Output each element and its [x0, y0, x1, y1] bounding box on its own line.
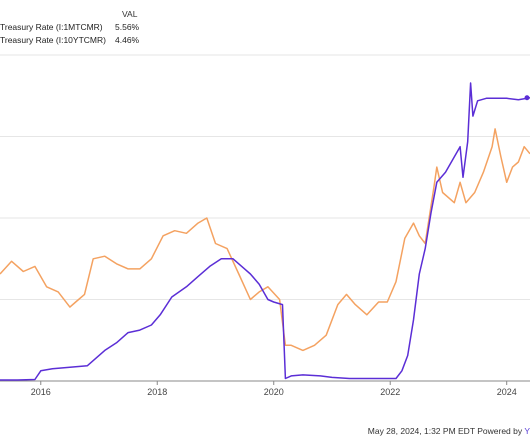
x-tick-label: 2024 — [497, 387, 517, 397]
legend-series-value: 5.56% — [115, 22, 140, 32]
legend-header: VAL — [0, 8, 150, 21]
legend-header-label: VAL — [122, 9, 138, 19]
legend: VAL Treasury Rate (I:1MTCMR) 5.56% Treas… — [0, 8, 150, 47]
series-line-1mtcmr[interactable] — [0, 82, 530, 381]
legend-series-name: Treasury Rate (I:1MTCMR) — [0, 22, 103, 32]
x-tick-label: 2022 — [380, 387, 400, 397]
footer-timestamp: May 28, 2024, 1:32 PM EDT Powered by — [367, 426, 523, 436]
legend-series-value: 4.46% — [115, 35, 140, 45]
legend-item-10ytcmr[interactable]: Treasury Rate (I:10YTCMR) 4.46% — [0, 34, 150, 47]
series-line-10ytcmr[interactable] — [0, 128, 530, 352]
grid-lines — [0, 54, 530, 382]
brand-logo[interactable]: Y — [524, 426, 530, 436]
x-tick-label: 2016 — [31, 387, 51, 397]
series-lines[interactable] — [0, 82, 530, 381]
footer: May 28, 2024, 1:32 PM EDT Powered by Y — [368, 426, 530, 436]
x-tick-label: 2018 — [147, 387, 167, 397]
x-axis: 2016 2018 2020 2022 2024 — [31, 381, 517, 397]
series-endpoint-1mtcmr[interactable] — [524, 95, 530, 101]
legend-item-1mtcmr[interactable]: Treasury Rate (I:1MTCMR) 5.56% — [0, 21, 150, 34]
x-tick-label: 2020 — [264, 387, 284, 397]
legend-series-name: Treasury Rate (I:10YTCMR) — [0, 35, 106, 45]
